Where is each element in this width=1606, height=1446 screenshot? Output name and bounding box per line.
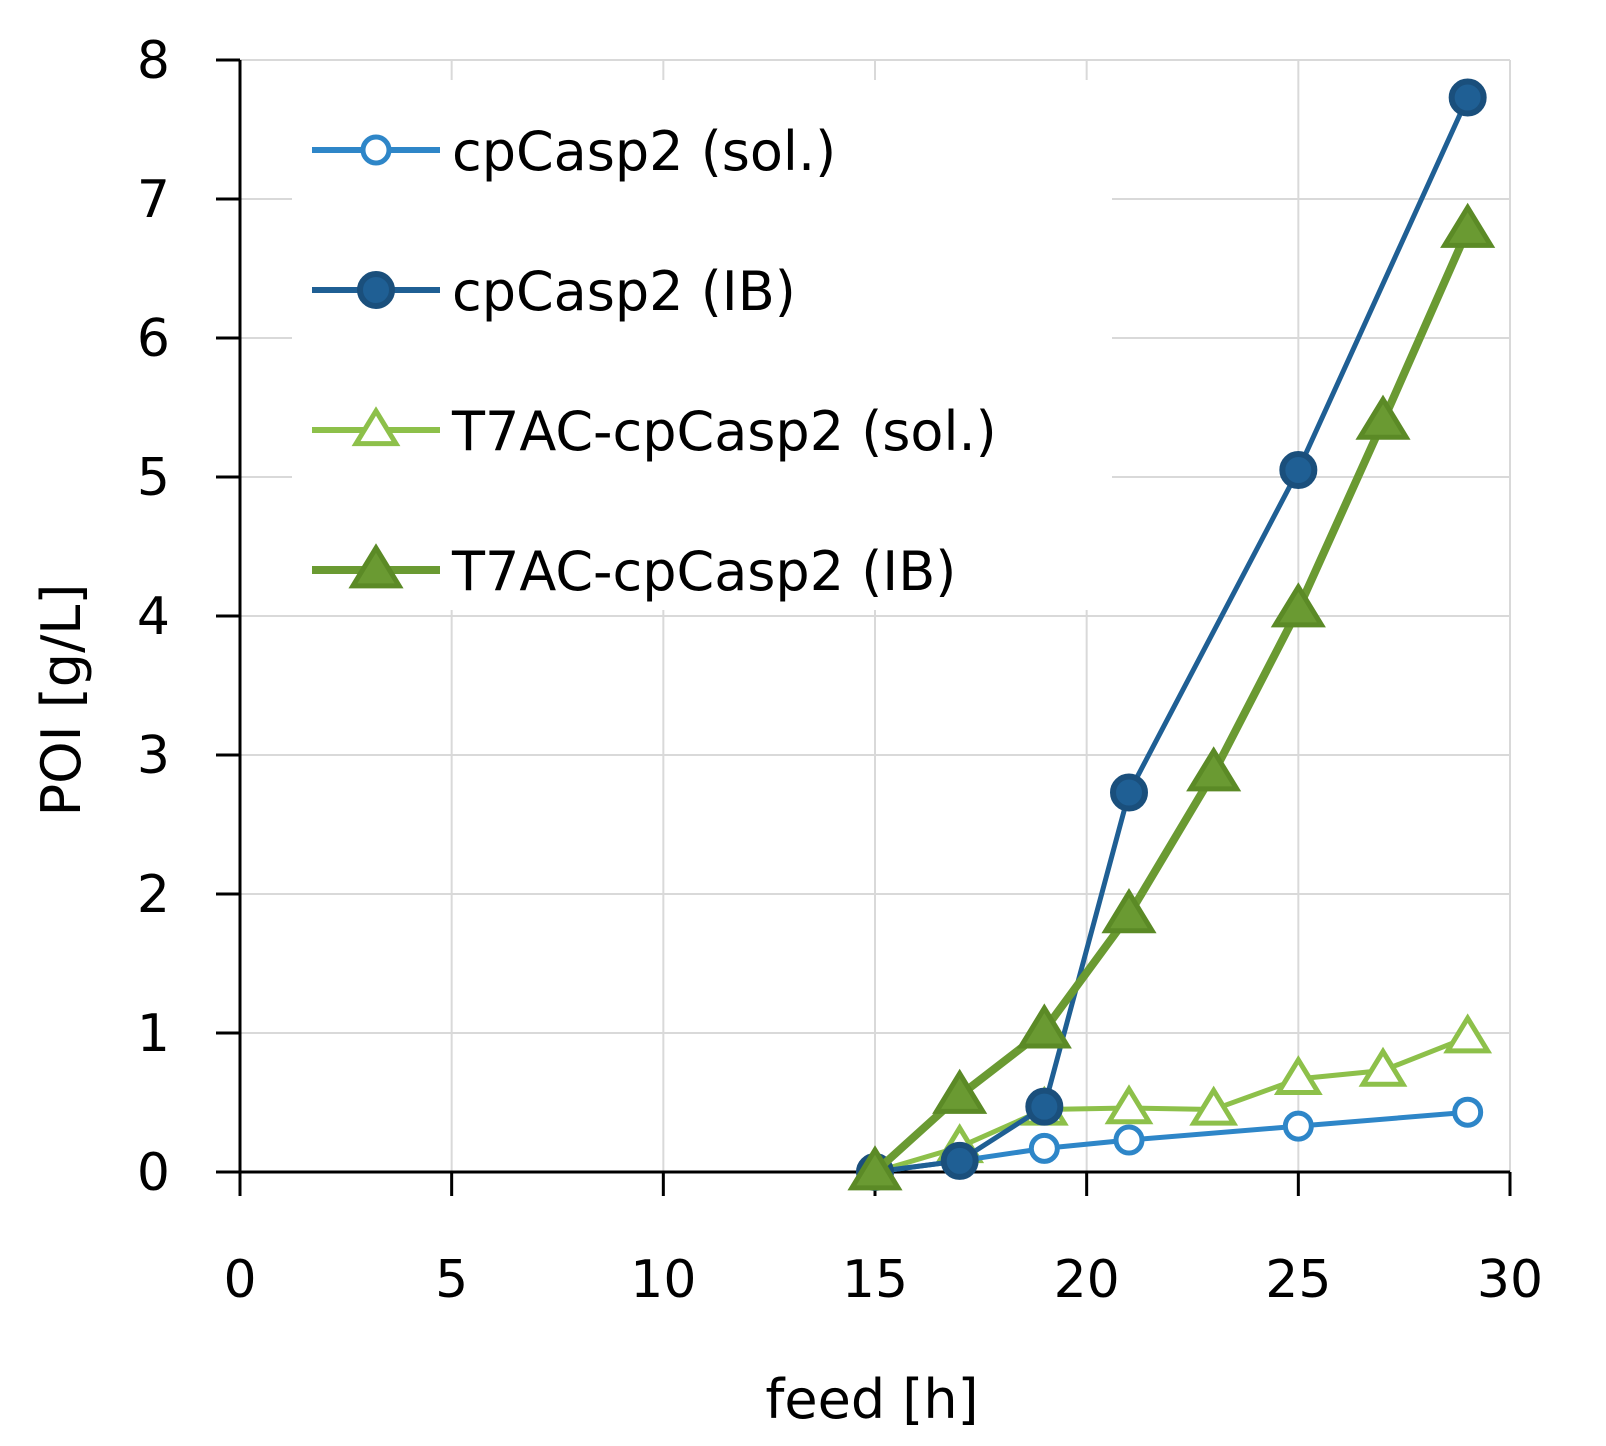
data-point-circle — [357, 271, 395, 309]
x-tick-label: 15 — [842, 1250, 908, 1310]
x-tick-label: 0 — [223, 1250, 256, 1310]
data-point-triangle — [1358, 1046, 1408, 1087]
data-point-triangle — [348, 543, 404, 589]
data-point-circle — [1452, 1096, 1484, 1128]
y-tick-label: 4 — [137, 587, 170, 647]
data-point-circle — [360, 134, 392, 166]
x-axis-title: feed [h] — [765, 1368, 978, 1431]
legend: cpCasp2 (sol.) cpCasp2 (IB) T7AC-cpCasp2 (… — [292, 80, 1112, 610]
series-3 — [847, 202, 1496, 1191]
data-point-triangle — [1016, 1003, 1072, 1049]
data-point-triangle — [1189, 1085, 1239, 1126]
data-point-circle — [1279, 451, 1318, 490]
legend-label: cpCasp2 (IB) — [452, 260, 796, 323]
legend-label: T7AC-cpCasp2 (IB) — [451, 540, 956, 603]
data-point-circle — [1113, 1124, 1145, 1156]
legend-label: cpCasp2 (sol.) — [452, 120, 836, 183]
y-tick-label: 8 — [137, 31, 170, 91]
series-line — [872, 227, 1472, 1175]
legend-item: T7AC-cpCasp2 (sol.) — [312, 400, 997, 463]
data-point-triangle — [847, 1145, 903, 1191]
y-tick-label: 0 — [137, 1143, 170, 1203]
data-point-triangle — [1443, 1013, 1493, 1054]
y-tick-label: 1 — [137, 1004, 170, 1064]
y-tick-label: 7 — [137, 170, 170, 230]
x-tick-label: 30 — [1477, 1250, 1543, 1310]
x-tick-label: 5 — [435, 1250, 468, 1310]
series-layer — [847, 78, 1496, 1191]
legend-background — [292, 80, 1112, 610]
y-axis-ticks: 0 1 2 3 4 5 6 7 8 — [137, 31, 240, 1203]
data-point-triangle — [1186, 746, 1242, 792]
x-tick-label: 20 — [1054, 1250, 1120, 1310]
data-point-circle — [1282, 1110, 1314, 1142]
legend-label: T7AC-cpCasp2 (sol.) — [451, 400, 997, 463]
data-point-triangle — [1104, 1084, 1154, 1125]
data-point-triangle — [1101, 888, 1157, 934]
legend-item: cpCasp2 (sol.) — [312, 120, 836, 183]
x-tick-label: 25 — [1265, 1250, 1331, 1310]
data-point-circle — [1028, 1132, 1060, 1164]
y-tick-label: 6 — [137, 309, 170, 369]
data-point-triangle — [1270, 582, 1326, 628]
data-point-circle — [1110, 773, 1148, 812]
y-tick-label: 5 — [137, 448, 170, 508]
legend-item: T7AC-cpCasp2 (IB) — [312, 540, 956, 603]
data-point-circle — [940, 1141, 979, 1180]
data-point-triangle — [1440, 202, 1496, 248]
data-point-circle — [1448, 78, 1487, 117]
y-tick-label: 2 — [137, 865, 170, 925]
data-point-circle — [1025, 1087, 1064, 1126]
data-point-triangle — [1355, 394, 1411, 440]
x-axis-ticks: 0 5 10 15 20 25 30 — [223, 1172, 1543, 1310]
data-point-triangle — [1273, 1055, 1323, 1096]
x-tick-label: 10 — [630, 1250, 696, 1310]
y-tick-label: 3 — [137, 726, 170, 786]
legend-item: cpCasp2 (IB) — [312, 260, 796, 323]
y-axis-title: POI [g/L] — [30, 584, 93, 817]
data-point-triangle — [351, 406, 401, 447]
data-point-triangle — [932, 1068, 988, 1114]
